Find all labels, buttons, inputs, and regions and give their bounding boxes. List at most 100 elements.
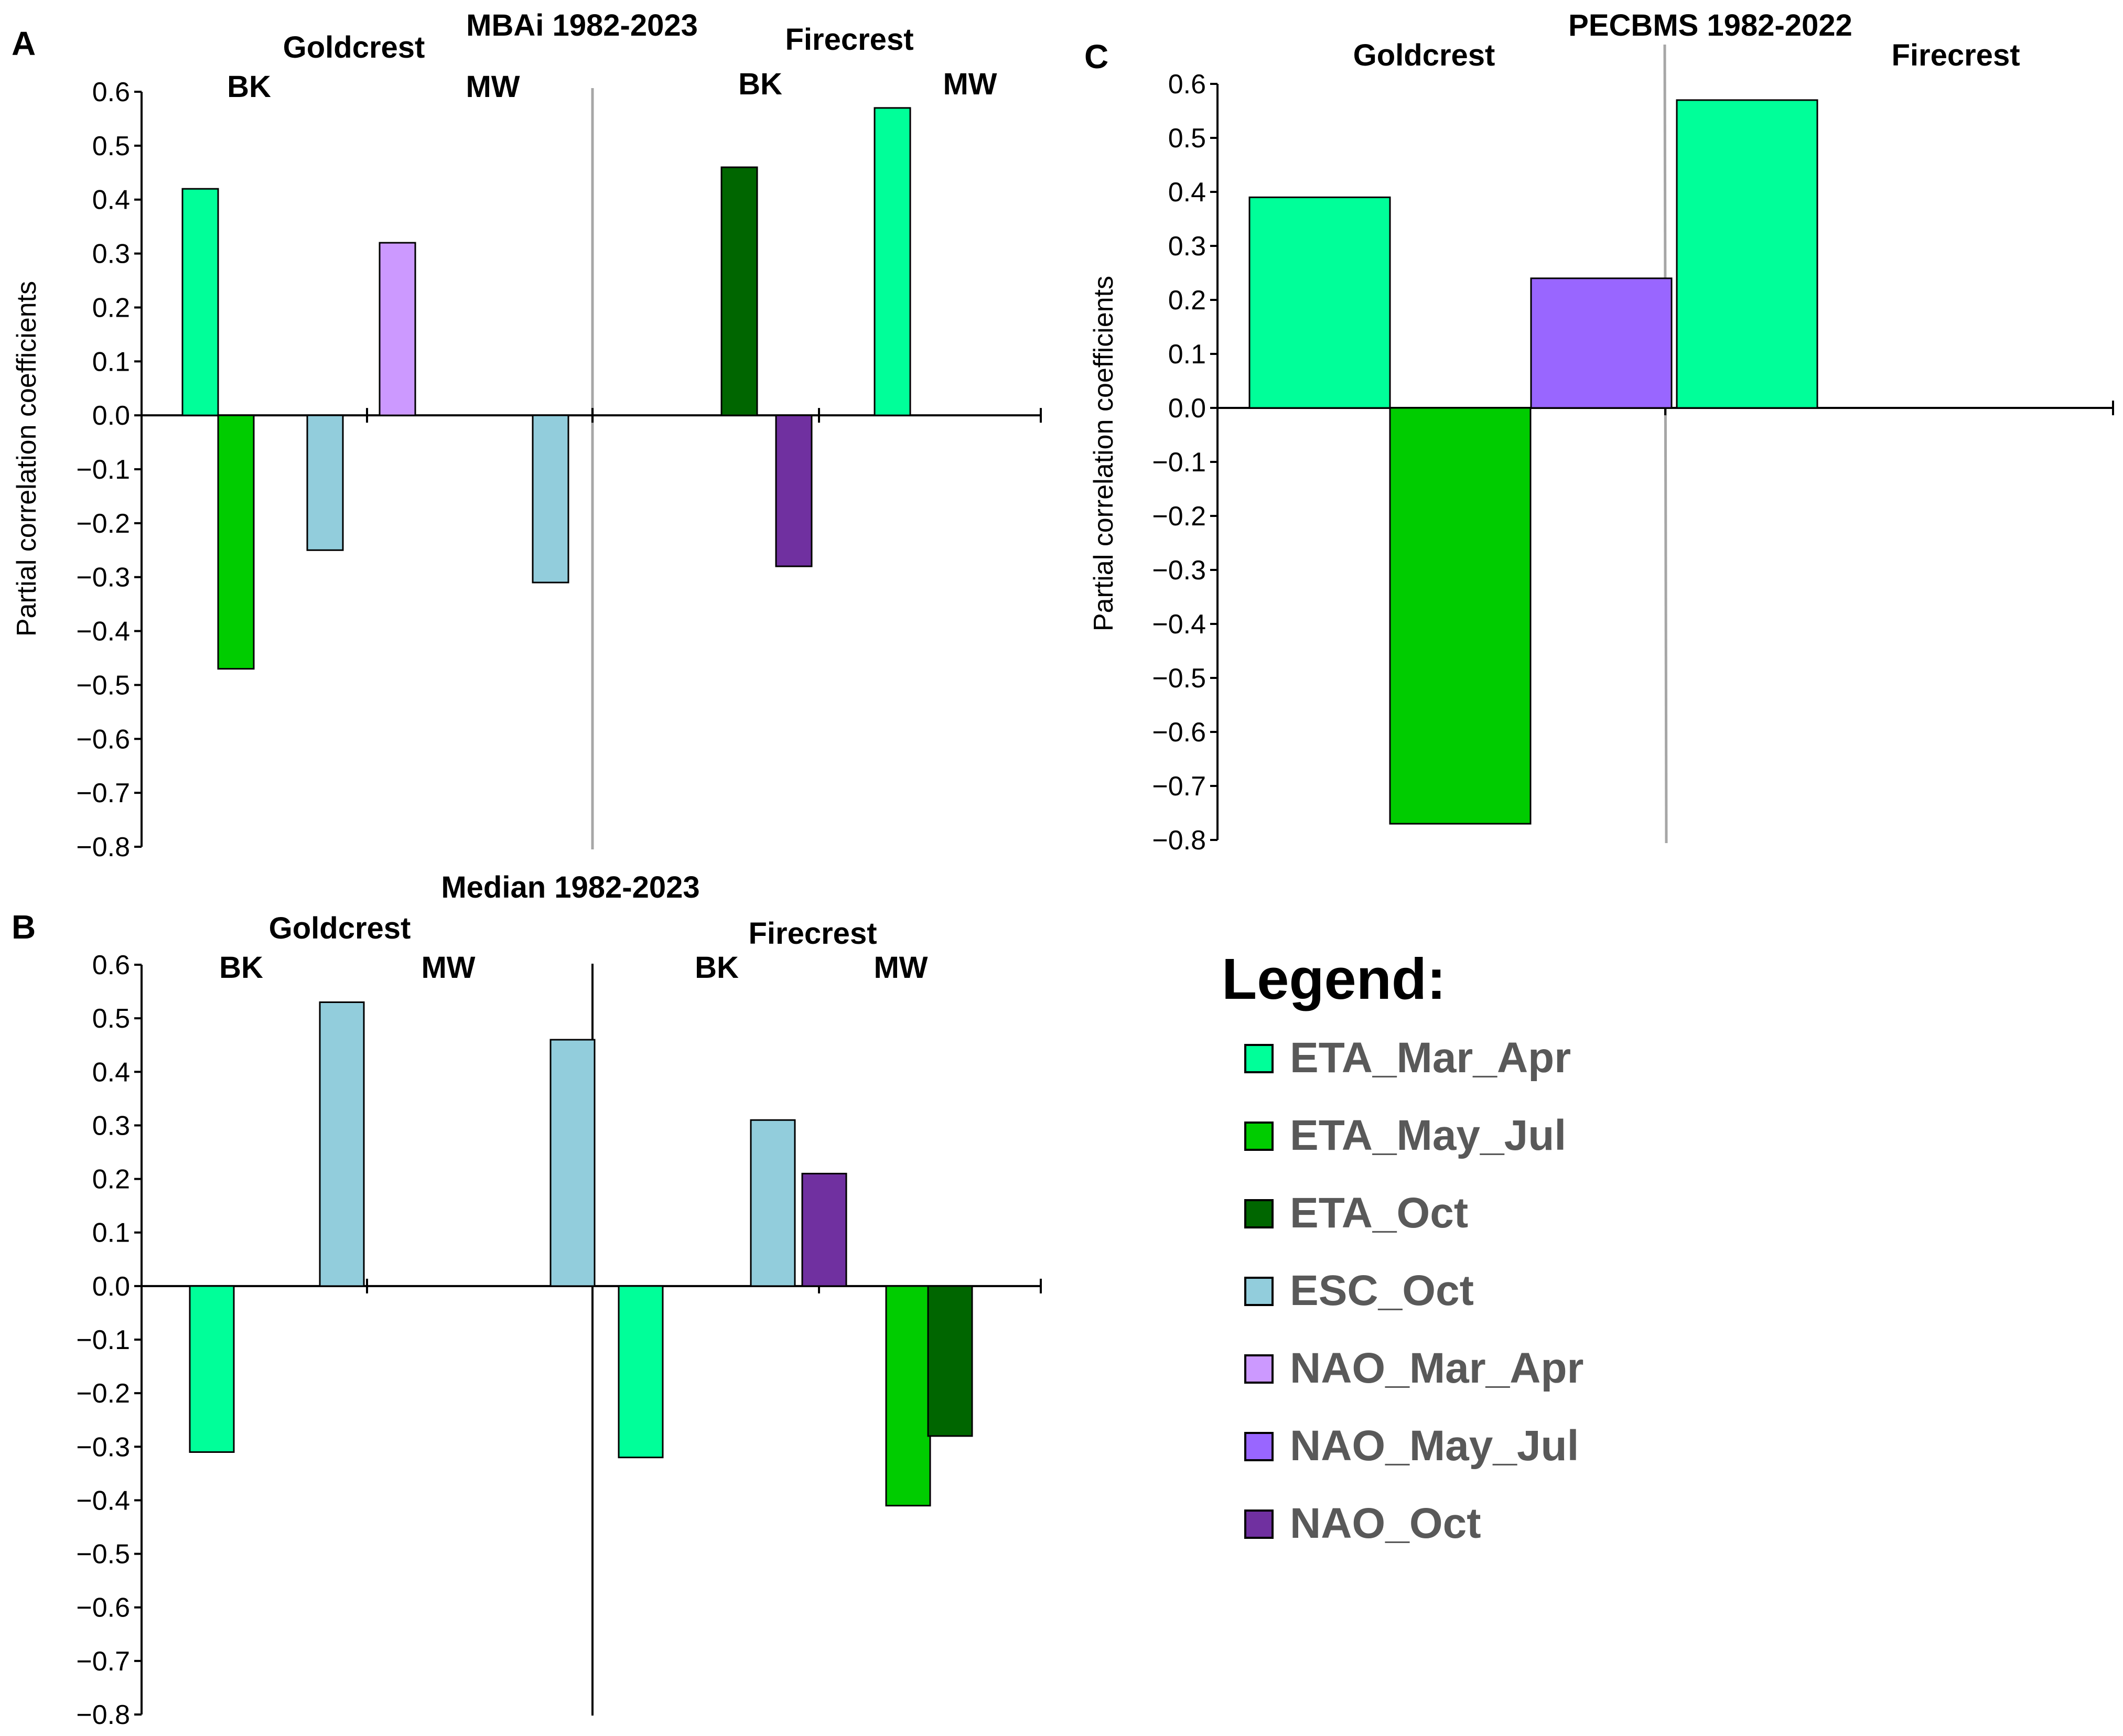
panel-b-bar-goldcrest-mw-esc-oct	[549, 1039, 596, 1287]
panel-b-y-tick-label: −0.4	[76, 1485, 130, 1516]
panel-a-y-tick-label: −0.1	[76, 455, 130, 485]
panel-a-bar-goldcrest-bk-eta-may-jul	[217, 414, 255, 670]
panel-a-y-tick-label: −0.5	[76, 670, 130, 700]
panel-c-species-goldcrest: Goldcrest	[1353, 38, 1495, 72]
panel-a-y-tick-label: −0.8	[76, 832, 130, 862]
panel-c-chart: C PECBMS 1982-2022 Goldcrest Firecrest P…	[1084, 8, 2114, 856]
legend-label-esc-oct: ESC_Oct	[1290, 1267, 1474, 1314]
panel-b-species-firecrest: Firecrest	[748, 916, 877, 951]
panel-a-group-goldcrest-mw: MW	[466, 70, 520, 104]
panel-a-chart: A MBAi 1982-2023 Goldcrest Firecrest BK …	[12, 8, 1042, 862]
panel-c-letter: C	[1084, 38, 1108, 76]
panel-a-species-firecrest: Firecrest	[785, 23, 913, 57]
panel-c-y-tick-label: −0.6	[1152, 717, 1206, 748]
legend-swatch-nao-mar-apr	[1244, 1354, 1274, 1384]
legend: Legend: ETA_Mar_Apr ETA_May_Jul ETA_Oct ESC…	[1222, 947, 1583, 1547]
legend-label-nao-mar-apr: NAO_Mar_Apr	[1290, 1344, 1583, 1392]
panel-a-y-tick-label: 0.3	[92, 239, 130, 269]
panel-a-y-tick-label: 0.5	[92, 131, 130, 161]
panel-c-y-tick-label: −0.5	[1152, 663, 1206, 694]
panel-b-y-tick-label: 0.5	[92, 1004, 130, 1034]
panel-b-bar-goldcrest-bk-esc-oct	[319, 1001, 365, 1287]
panel-b-y-tick-label: 0.2	[92, 1164, 130, 1195]
panel-c-species-firecrest: Firecrest	[1891, 38, 2020, 72]
panel-a-y-tick-label: 0.0	[92, 401, 130, 431]
panel-a-y-tick-label: 0.1	[92, 347, 130, 377]
panel-b-y-tick-label: 0.3	[92, 1110, 130, 1141]
panel-a-y-tick-label: −0.3	[76, 563, 130, 593]
panel-c-bar-goldcrest-eta-mar-apr	[1248, 196, 1391, 409]
panel-c-y-tick-label: 0.1	[1168, 339, 1206, 370]
panel-a-bar-goldcrest-bk-eta-mar-apr	[181, 188, 219, 416]
legend-label-nao-may-jul: NAO_May_Jul	[1290, 1422, 1579, 1470]
panel-b-y-tick-label: −0.8	[76, 1700, 130, 1730]
legend-swatch-eta-may-jul	[1244, 1122, 1274, 1151]
panel-b-species-goldcrest: Goldcrest	[269, 911, 411, 945]
panel-a-bar-firecrest-bk-eta-oct	[720, 166, 758, 416]
panel-c-bar-firecrest-eta-mar-apr	[1676, 99, 1818, 409]
panel-a-y-tick-label: 0.2	[92, 293, 130, 323]
panel-b-bar-firecrest-bk-esc-oct	[750, 1119, 796, 1287]
legend-swatch-nao-may-jul	[1244, 1432, 1274, 1461]
panel-b-y-tick-label: −0.7	[76, 1646, 130, 1677]
panel-b-bar-firecrest-bk-eta-mar-apr	[618, 1285, 664, 1459]
panel-b-bar-firecrest-mw-eta-oct	[927, 1285, 973, 1437]
panel-c-y-tick-label: 0.4	[1168, 177, 1206, 208]
panel-b-y-tick-label: 0.4	[92, 1057, 130, 1087]
panel-a-y-tick-label: −0.4	[76, 617, 130, 647]
panel-b-y-tick-label: −0.1	[76, 1325, 130, 1355]
panel-c-y-tick-label: −0.7	[1152, 771, 1206, 802]
legend-title: Legend:	[1222, 947, 1446, 1011]
panel-b-y-tick-label: −0.6	[76, 1593, 130, 1623]
panel-c-species-divider	[1663, 44, 1668, 844]
panel-a-y-tick-label: 0.4	[92, 185, 130, 215]
legend-label-nao-oct: NAO_Oct	[1290, 1500, 1481, 1547]
legend-swatch-esc-oct	[1244, 1277, 1274, 1306]
panel-c-y-tick-label: −0.1	[1152, 447, 1206, 478]
panel-a-bar-goldcrest-bk-esc-oct	[306, 414, 344, 551]
panel-a-letter: A	[12, 25, 36, 62]
legend-swatch-nao-oct	[1244, 1509, 1274, 1539]
panel-b-bar-firecrest-mw-eta-may-jul	[885, 1285, 931, 1507]
panel-c-y-tick-label: 0.5	[1168, 123, 1206, 154]
panel-b-title: Median 1982-2023	[441, 870, 699, 904]
panel-c-y-tick-label: 0.3	[1168, 231, 1206, 262]
panel-b-group-firecrest-mw: MW	[874, 951, 928, 985]
panel-a-y-axis-title: Partial correlation coefficients	[12, 281, 42, 637]
panel-c-y-tick-label: −0.3	[1152, 555, 1206, 586]
panel-a-bar-goldcrest-mw-esc-oct	[532, 414, 569, 584]
panel-a-y-tick-label: 0.6	[92, 77, 130, 107]
legend-label-eta-mar-apr: ETA_Mar_Apr	[1290, 1034, 1571, 1082]
panel-c-bar-goldcrest-eta-may-jul	[1389, 407, 1532, 825]
panel-a-title: MBAi 1982-2023	[466, 8, 698, 42]
panel-b-y-tick-label: 0.6	[92, 950, 130, 980]
panel-c-y-tick-label: −0.4	[1152, 609, 1206, 640]
legend-label-eta-oct: ETA_Oct	[1290, 1189, 1468, 1237]
panel-a-group-firecrest-bk: BK	[738, 67, 782, 101]
panel-a-y-tick-label: −0.2	[76, 509, 130, 539]
panel-b-y-tick-label: −0.3	[76, 1432, 130, 1462]
panel-c-y-tick-label: 0.6	[1168, 69, 1206, 100]
panel-b-y-tick-label: 0.0	[92, 1271, 130, 1302]
panel-a-bar-goldcrest-mw-nao-mar-apr	[379, 242, 416, 416]
panel-b-group-firecrest-bk: BK	[695, 951, 739, 985]
legend-swatch-eta-mar-apr	[1244, 1044, 1274, 1073]
panel-a-y-tick-label: −0.6	[76, 724, 130, 754]
panel-c-y-tick-label: −0.8	[1152, 825, 1206, 856]
panel-b-y-tick-label: 0.1	[92, 1218, 130, 1248]
panel-a-bar-firecrest-mw-eta-mar-apr	[874, 107, 911, 416]
panel-b-group-goldcrest-bk: BK	[219, 951, 263, 985]
legend-label-eta-may-jul: ETA_May_Jul	[1290, 1112, 1566, 1159]
panel-c-y-tick-label: −0.2	[1152, 501, 1206, 532]
panel-a-species-goldcrest: Goldcrest	[283, 30, 425, 64]
panel-c-title: PECBMS 1982-2022	[1568, 8, 1852, 42]
panel-c-y-tick-label: 0.0	[1168, 393, 1206, 424]
panel-b-y-tick-label: −0.5	[76, 1539, 130, 1570]
panel-a-y-tick-label: −0.7	[76, 778, 130, 808]
panel-c-bar-goldcrest-nao-may-jul	[1530, 277, 1673, 409]
panel-b-letter: B	[12, 908, 36, 946]
panel-b-group-goldcrest-mw: MW	[421, 951, 475, 985]
panel-a-group-firecrest-mw: MW	[943, 67, 997, 101]
panel-a-group-goldcrest-bk: BK	[227, 70, 271, 104]
